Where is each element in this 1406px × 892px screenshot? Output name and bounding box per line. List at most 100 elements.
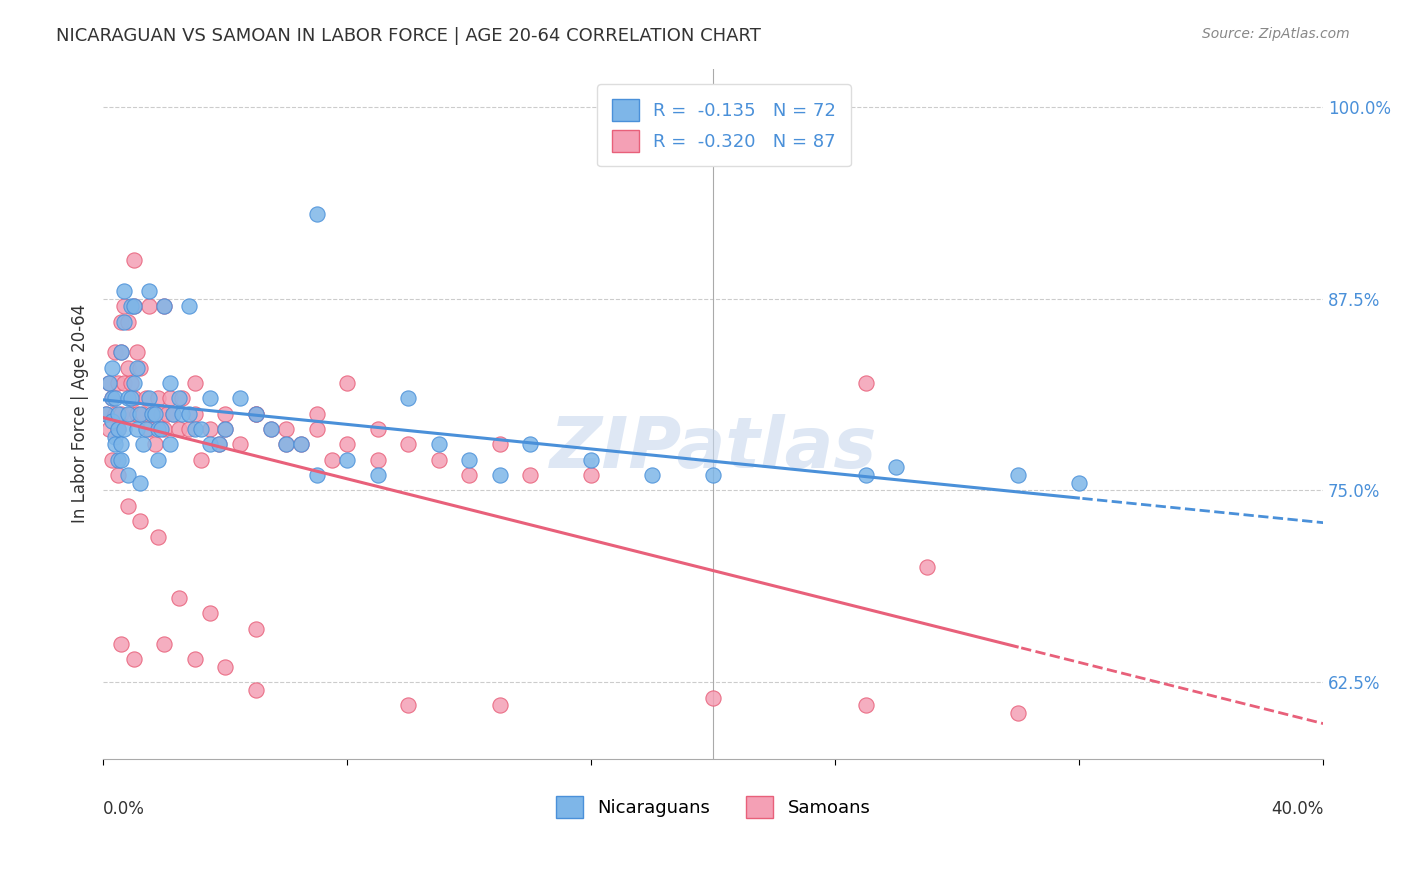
Point <box>198 392 221 406</box>
Point <box>177 422 200 436</box>
Point <box>884 460 907 475</box>
Point <box>120 376 142 390</box>
Point <box>128 407 150 421</box>
Point <box>110 452 132 467</box>
Text: Source: ZipAtlas.com: Source: ZipAtlas.com <box>1202 27 1350 41</box>
Point <box>229 392 252 406</box>
Point <box>169 591 191 605</box>
Point <box>855 376 877 390</box>
Point <box>172 407 194 421</box>
Point <box>101 360 124 375</box>
Point <box>396 392 419 406</box>
Point <box>117 468 139 483</box>
Point <box>183 652 205 666</box>
Point <box>855 468 877 483</box>
Y-axis label: In Labor Force | Age 20-64: In Labor Force | Age 20-64 <box>72 304 89 524</box>
Point <box>117 407 139 421</box>
Point <box>153 637 176 651</box>
Point <box>336 452 359 467</box>
Point <box>104 437 127 451</box>
Point <box>190 422 212 436</box>
Point <box>245 682 267 697</box>
Point <box>114 284 136 298</box>
Text: 0.0%: 0.0% <box>103 800 145 819</box>
Point <box>336 437 359 451</box>
Point <box>101 392 124 406</box>
Text: NICARAGUAN VS SAMOAN IN LABOR FORCE | AGE 20-64 CORRELATION CHART: NICARAGUAN VS SAMOAN IN LABOR FORCE | AG… <box>56 27 761 45</box>
Point <box>1069 475 1091 490</box>
Point <box>101 452 124 467</box>
Point <box>107 422 129 436</box>
Point <box>169 422 191 436</box>
Point <box>458 452 481 467</box>
Point <box>305 422 328 436</box>
Point <box>135 422 157 436</box>
Point <box>125 360 148 375</box>
Point <box>183 376 205 390</box>
Point <box>915 560 938 574</box>
Point <box>96 407 118 421</box>
Point <box>245 407 267 421</box>
Point <box>214 407 236 421</box>
Point <box>198 437 221 451</box>
Point <box>122 299 145 313</box>
Point <box>153 299 176 313</box>
Point <box>122 376 145 390</box>
Point <box>98 422 121 436</box>
Point <box>135 392 157 406</box>
Point <box>138 422 160 436</box>
Point <box>321 452 343 467</box>
Point <box>107 422 129 436</box>
Point <box>367 452 389 467</box>
Point <box>120 392 142 406</box>
Point <box>488 437 510 451</box>
Point <box>159 392 181 406</box>
Point <box>122 299 145 313</box>
Point <box>427 452 450 467</box>
Point <box>104 345 127 359</box>
Point <box>141 407 163 421</box>
Legend: Nicaraguans, Samoans: Nicaraguans, Samoans <box>541 782 884 833</box>
Point <box>290 437 312 451</box>
Point <box>107 468 129 483</box>
Point <box>122 652 145 666</box>
Point <box>122 392 145 406</box>
Point <box>153 422 176 436</box>
Point <box>198 606 221 620</box>
Point <box>183 422 205 436</box>
Point <box>641 468 664 483</box>
Point <box>172 392 194 406</box>
Point <box>214 422 236 436</box>
Point <box>101 414 124 428</box>
Point <box>146 392 169 406</box>
Point <box>125 407 148 421</box>
Point <box>104 392 127 406</box>
Point <box>146 422 169 436</box>
Point <box>245 407 267 421</box>
Point <box>114 315 136 329</box>
Point <box>519 468 541 483</box>
Point <box>458 468 481 483</box>
Point <box>208 437 231 451</box>
Point <box>183 407 205 421</box>
Point <box>143 437 166 451</box>
Point <box>702 690 724 705</box>
Point <box>128 475 150 490</box>
Point <box>367 468 389 483</box>
Point <box>190 452 212 467</box>
Point <box>290 437 312 451</box>
Point <box>488 468 510 483</box>
Point <box>110 437 132 451</box>
Point <box>162 407 184 421</box>
Point <box>117 315 139 329</box>
Point <box>245 622 267 636</box>
Point <box>141 407 163 421</box>
Point <box>117 360 139 375</box>
Point <box>98 376 121 390</box>
Point <box>138 284 160 298</box>
Point <box>107 376 129 390</box>
Point <box>1007 468 1029 483</box>
Point <box>214 422 236 436</box>
Point <box>245 407 267 421</box>
Point <box>128 360 150 375</box>
